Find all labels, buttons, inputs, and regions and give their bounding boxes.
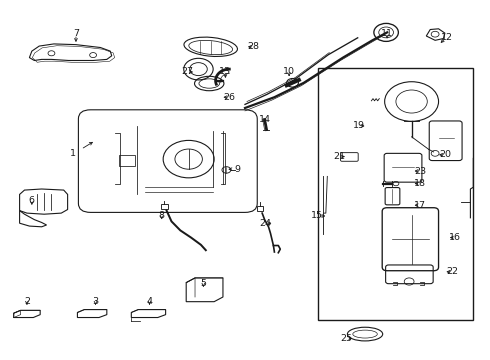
Text: 13: 13 xyxy=(220,67,231,76)
Text: 2: 2 xyxy=(24,297,30,306)
Text: 25: 25 xyxy=(341,334,352,343)
Text: 10: 10 xyxy=(283,67,295,76)
Text: 11: 11 xyxy=(381,29,393,38)
Text: 6: 6 xyxy=(29,196,35,205)
Text: 28: 28 xyxy=(248,42,260,51)
Text: 24: 24 xyxy=(260,219,271,228)
Text: 21: 21 xyxy=(333,152,345,161)
Text: 18: 18 xyxy=(415,179,426,188)
Text: 23: 23 xyxy=(414,166,426,175)
Text: 1: 1 xyxy=(70,149,76,158)
Text: 27: 27 xyxy=(181,68,193,77)
Text: 19: 19 xyxy=(353,122,365,130)
Text: 9: 9 xyxy=(234,165,240,174)
Text: 20: 20 xyxy=(439,150,451,159)
Text: 7: 7 xyxy=(73,29,79,38)
Text: 4: 4 xyxy=(147,297,152,306)
Text: 16: 16 xyxy=(449,233,461,242)
Text: 3: 3 xyxy=(93,297,98,306)
Text: 8: 8 xyxy=(159,211,165,220)
Text: 15: 15 xyxy=(312,211,323,220)
Text: 12: 12 xyxy=(441,33,453,42)
Text: 14: 14 xyxy=(259,115,270,124)
Text: 5: 5 xyxy=(200,279,206,288)
Text: 22: 22 xyxy=(446,267,458,276)
Text: 26: 26 xyxy=(223,93,235,102)
Text: 17: 17 xyxy=(415,201,426,210)
